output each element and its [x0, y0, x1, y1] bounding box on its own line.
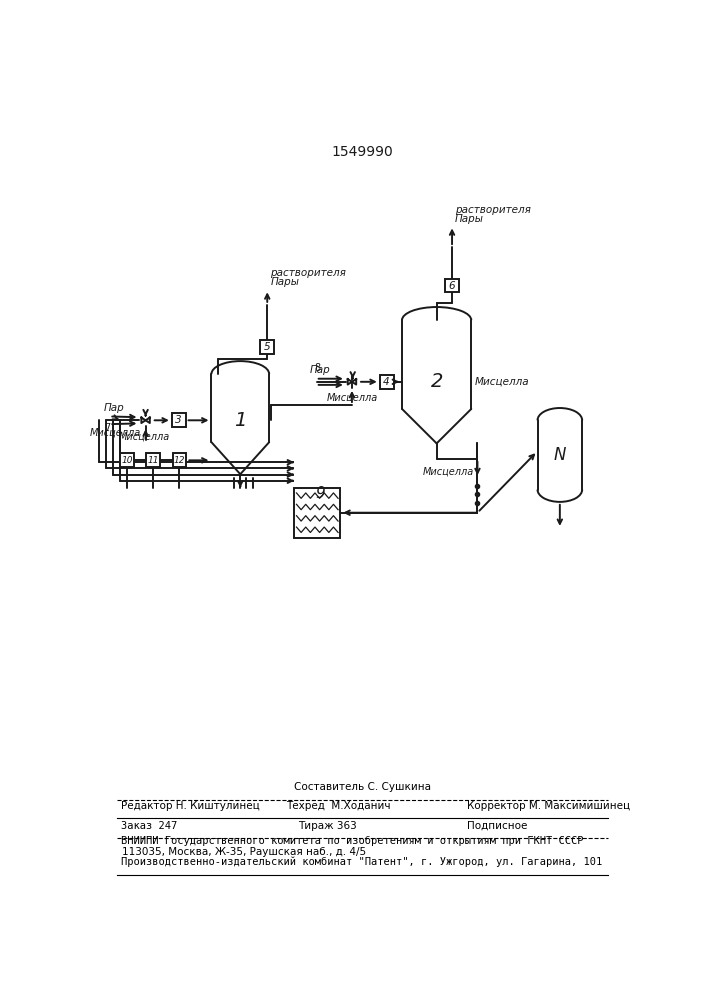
Bar [294, 488, 340, 538]
Text: 113035, Москва, Ж-35, Раушская наб., д. 4/5: 113035, Москва, Ж-35, Раушская наб., д. … [122, 847, 366, 857]
Text: N: N [554, 446, 566, 464]
Text: Мисцелла: Мисцелла [475, 377, 530, 387]
Text: 3: 3 [175, 415, 182, 425]
Text: Заказ 247: Заказ 247 [121, 821, 177, 831]
Bar [120, 453, 134, 467]
Text: 1: 1 [234, 411, 247, 430]
Text: растворителя: растворителя [270, 268, 346, 278]
Polygon shape [352, 379, 356, 385]
Text: 12: 12 [174, 456, 185, 465]
Polygon shape [146, 418, 150, 423]
Polygon shape [348, 379, 352, 385]
Text: Подписное: Подписное [467, 821, 528, 831]
Text: 1549990: 1549990 [332, 145, 394, 159]
Text: растворителя: растворителя [455, 205, 531, 215]
Text: Пары: Пары [270, 277, 299, 287]
Text: Пары: Пары [455, 214, 484, 224]
Text: ВНИИПИ Государственного комитета по изобретениям и открытиям при ГКНТ СССР: ВНИИПИ Государственного комитета по изоб… [121, 836, 583, 846]
Bar [260, 340, 274, 354]
Text: 4: 4 [383, 377, 390, 387]
Text: 5: 5 [264, 342, 271, 352]
Bar [173, 453, 187, 467]
Text: 2: 2 [431, 372, 443, 391]
Polygon shape [141, 418, 146, 423]
Text: Корректор М. Максимишинец: Корректор М. Максимишинец [467, 801, 631, 811]
Text: Производственно-издательский комбинат "Патент", г. Ужгород, ул. Гагарина, 101: Производственно-издательский комбинат "П… [121, 856, 602, 867]
Text: Техред  М.Ходанич: Техред М.Ходанич [286, 801, 390, 811]
Text: 6: 6 [449, 281, 455, 291]
Text: 11: 11 [148, 456, 159, 465]
Bar [146, 453, 160, 467]
Text: Мисцелла: Мисцелла [118, 431, 170, 441]
Bar [445, 279, 459, 292]
Text: Мисцелла: Мисцелла [327, 393, 378, 403]
Text: Редактор Н. Киштулинец: Редактор Н. Киштулинец [121, 801, 259, 811]
Bar [172, 413, 186, 427]
Text: Тираж 363: Тираж 363 [298, 821, 357, 831]
Text: 10: 10 [122, 456, 133, 465]
Text: Пар: Пар [310, 365, 330, 375]
Text: Составитель С. Сушкина: Составитель С. Сушкина [294, 782, 431, 792]
Text: Мисцелла: Мисцелла [90, 428, 141, 438]
Text: 7: 7 [104, 423, 110, 433]
Text: Пар: Пар [104, 403, 124, 413]
Text: 8: 8 [314, 363, 320, 373]
Text: 9: 9 [315, 486, 325, 501]
Bar [380, 375, 394, 389]
Text: Мисцелла: Мисцелла [422, 466, 474, 477]
